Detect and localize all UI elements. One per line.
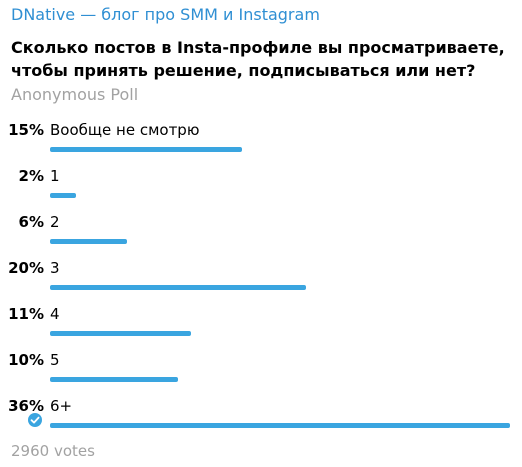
poll-option: 20% 3 xyxy=(0,258,522,298)
option-percent: 6% xyxy=(18,213,44,231)
poll-option: 10% 5 xyxy=(0,350,522,390)
poll-option: 15% Вообще не смотрю xyxy=(0,120,522,160)
poll-option: 11% 4 xyxy=(0,304,522,344)
option-label: Вообще не смотрю xyxy=(50,121,200,139)
option-label: 3 xyxy=(50,259,60,277)
option-result-bar xyxy=(50,193,76,198)
option-result-bar xyxy=(50,377,178,382)
channel-title[interactable]: DNative — блог про SMM и Instagram xyxy=(11,5,320,24)
votes-count: 2960 votes xyxy=(11,442,95,460)
poll-option: 36% 6+ xyxy=(0,396,522,436)
option-result-bar xyxy=(50,423,510,428)
option-percent: 20% xyxy=(8,259,44,277)
poll-question: Сколько постов в Insta-профиле вы просма… xyxy=(11,38,505,80)
check-circle-icon xyxy=(28,413,42,427)
option-percent: 10% xyxy=(8,351,44,369)
option-label: 1 xyxy=(50,167,60,185)
option-percent: 11% xyxy=(8,305,44,323)
option-percent: 15% xyxy=(8,121,44,139)
poll-type-label: Anonymous Poll xyxy=(11,85,139,104)
option-label: 4 xyxy=(50,305,60,323)
option-result-bar xyxy=(50,239,127,244)
option-label: 2 xyxy=(50,213,60,231)
option-label: 6+ xyxy=(50,397,73,415)
option-percent: 2% xyxy=(18,167,44,185)
option-percent: 36% xyxy=(8,397,44,415)
option-label: 5 xyxy=(50,351,60,369)
option-result-bar xyxy=(50,285,306,290)
poll-option: 6% 2 xyxy=(0,212,522,252)
option-result-bar xyxy=(50,331,191,336)
poll-option: 2% 1 xyxy=(0,166,522,206)
option-result-bar xyxy=(50,147,242,152)
